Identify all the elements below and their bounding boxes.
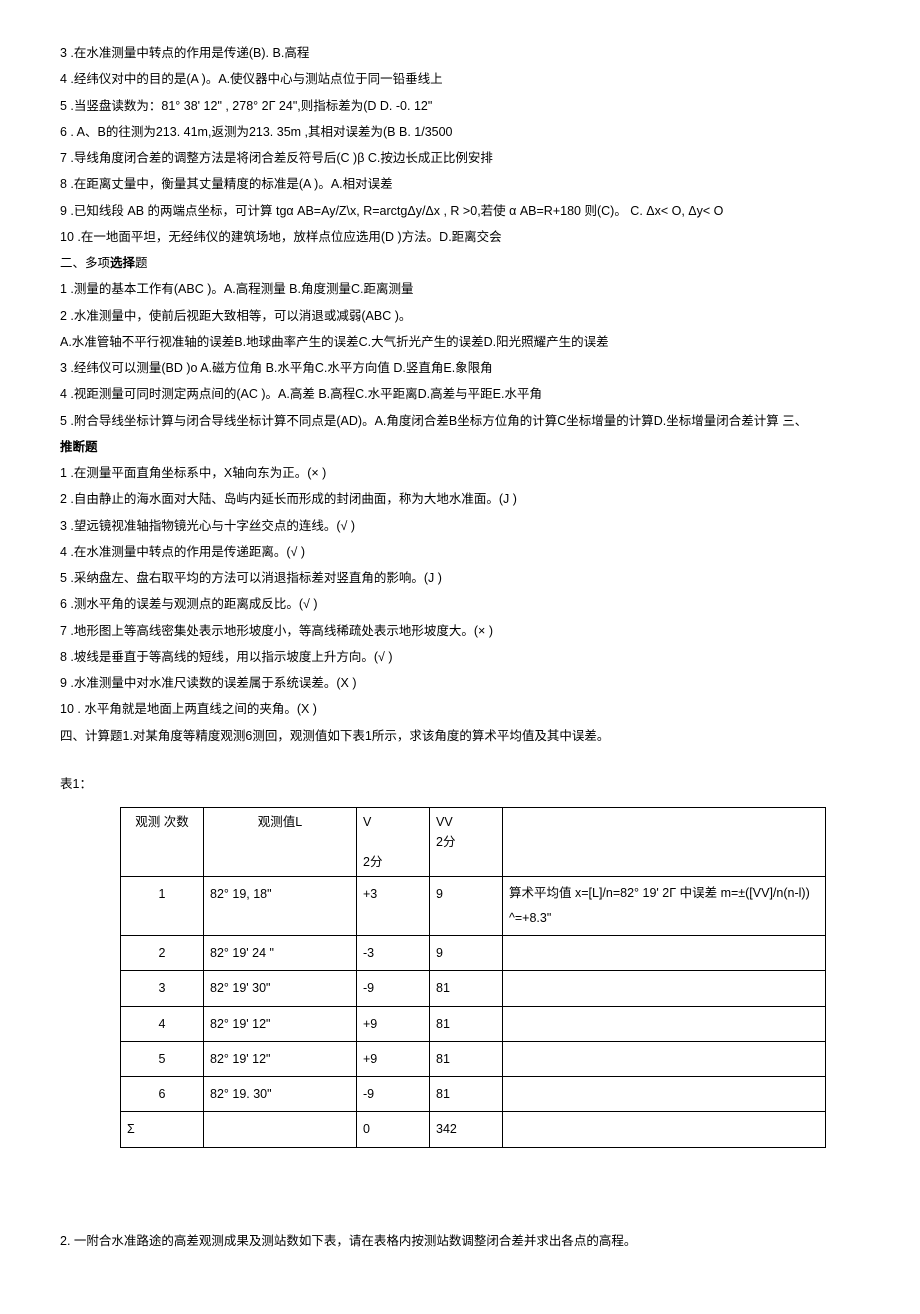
table-cell: 9 — [430, 936, 503, 971]
table-cell — [503, 971, 826, 1006]
hdr-v-top: V — [363, 815, 371, 829]
table-cell: 1 — [121, 877, 204, 936]
q6: 6 . A、B的往测为213. 41m,返测为213. 35m ,其相对误差为(… — [60, 119, 860, 145]
calc-q1: 四、计算题1.对某角度等精度观测6测回，观测值如下表1所示，求该角度的算术平均值… — [60, 723, 860, 749]
table-cell: Σ — [121, 1112, 204, 1147]
tf4: 4 .在水准测量中转点的作用是传递距离。(√ ) — [60, 539, 860, 565]
hdr-count: 观测 次数 — [121, 808, 204, 877]
tf5: 5 .采纳盘左、盘右取平均的方法可以消退指标差对竖直角的影响。(J ) — [60, 565, 860, 591]
hdr-v-bot: 2分 — [363, 855, 382, 869]
table-cell: +9 — [357, 1006, 430, 1041]
mq5: 5 .附合导线坐标计算与闭合导线坐标计算不同点是(AD)。A.角度闭合差B坐标方… — [60, 408, 860, 434]
tf6: 6 .测水平角的误差与观测点的距离成反比。(√ ) — [60, 591, 860, 617]
q4: 4 .经纬仪对中的目的是(A )。A.使仪器中心与测站点位于同一铅垂线上 — [60, 66, 860, 92]
hdr-vv-top: VV — [436, 815, 453, 829]
table-cell: 4 — [121, 1006, 204, 1041]
table-row: 682° 19. 30"-981 — [121, 1077, 826, 1112]
table-cell — [204, 1112, 357, 1147]
table-row: 382° 19' 30"-981 — [121, 971, 826, 1006]
tf2: 2 .自由静止的海水面对大陆、岛屿内延长而形成的封闭曲面，称为大地水准面。(J … — [60, 486, 860, 512]
table-row: Σ 0342 — [121, 1112, 826, 1147]
table-row: 482° 19' 12"+981 — [121, 1006, 826, 1041]
tf1: 1 .在测量平面直角坐标系中，X轴向东为正。(× ) — [60, 460, 860, 486]
table1: 观测 次数 观测值L V 2分 VV 2分 182° 19, 18"+39算术平… — [120, 807, 826, 1148]
section-3-title: 推断题 — [60, 434, 860, 460]
table-cell: -9 — [357, 971, 430, 1006]
table-cell: +9 — [357, 1041, 430, 1076]
tf8: 8 .坡线是垂直于等高线的短线，用以指示坡度上升方向。(√ ) — [60, 644, 860, 670]
table1-label: 表1： — [60, 771, 860, 797]
table-cell — [503, 1006, 826, 1041]
table-cell — [503, 936, 826, 971]
table-cell: -3 — [357, 936, 430, 971]
hdr-v: V 2分 — [357, 808, 430, 877]
hdr-vv-bot: 2分 — [436, 835, 455, 849]
table-cell: 81 — [430, 1077, 503, 1112]
table-cell: 算术平均值 x=[L]/n=82° 19' 2Γ 中误差 m=±([VV]/n(… — [503, 877, 826, 936]
table-cell — [503, 1112, 826, 1147]
q9: 9 .已知线段 AB 的两端点坐标，可计算 tgα AB=Ay/Z\x, R=a… — [60, 198, 860, 224]
table-cell: 82° 19' 30" — [204, 971, 357, 1006]
mq1: 1 .测量的基本工作有(ABC )。A.高程测量 B.角度测量C.距离测量 — [60, 276, 860, 302]
table-cell: +3 — [357, 877, 430, 936]
table-cell: 342 — [430, 1112, 503, 1147]
q7: 7 .导线角度闭合差的调整方法是将闭合差反符号后(C )β C.按边长成正比例安… — [60, 145, 860, 171]
table-cell: 81 — [430, 1006, 503, 1041]
hdr-vv: VV 2分 — [430, 808, 503, 877]
section-2-title: 二、多项选择题 — [60, 250, 860, 276]
mq2-opts: A.水准管轴不平行视准轴的误差B.地球曲率产生的误差C.大气折光产生的误差D.阳… — [60, 329, 860, 355]
tf10: 10 . 水平角就是地面上两直线之间的夹角。(X ) — [60, 696, 860, 722]
mq3: 3 .经纬仪可以测量(BD )o A.磁方位角 B.水平角C.水平方向值 D.竖… — [60, 355, 860, 381]
table-row: 182° 19, 18"+39算术平均值 x=[L]/n=82° 19' 2Γ … — [121, 877, 826, 936]
table-cell: 82° 19' 12" — [204, 1006, 357, 1041]
q8: 8 .在距离丈量中，衡量其丈量精度的标准是(A )。A.相对误差 — [60, 171, 860, 197]
table-cell: 81 — [430, 1041, 503, 1076]
table-cell: 81 — [430, 971, 503, 1006]
table-cell — [503, 1077, 826, 1112]
q5: 5 .当竖盘读数为：81° 38' 12" , 278° 2Γ 24",则指标差… — [60, 93, 860, 119]
q10: 10 .在一地面平坦，无经纬仪的建筑场地，放样点位应选用(D )方法。D.距离交… — [60, 224, 860, 250]
calc-q2: 2. 一附合水准路途的高差观测成果及测站数如下表，请在表格内按测站数调整闭合差并… — [60, 1228, 860, 1254]
table-cell: 82° 19. 30" — [204, 1077, 357, 1112]
table-cell: 82° 19' 12" — [204, 1041, 357, 1076]
hdr-result — [503, 808, 826, 877]
table-cell: -9 — [357, 1077, 430, 1112]
table-cell: 82° 19' 24 " — [204, 936, 357, 971]
table-cell: 0 — [357, 1112, 430, 1147]
tf7: 7 .地形图上等高线密集处表示地形坡度小，等高线稀疏处表示地形坡度大。(× ) — [60, 618, 860, 644]
table-cell: 3 — [121, 971, 204, 1006]
table-cell: 6 — [121, 1077, 204, 1112]
hdr-obs: 观测值L — [204, 808, 357, 877]
mq2: 2 .水准测量中，使前后视距大致相等，可以消退或减弱(ABC )。 — [60, 303, 860, 329]
table-row: 582° 19' 12"+981 — [121, 1041, 826, 1076]
q3: 3 .在水准测量中转点的作用是传递(B). B.高程 — [60, 40, 860, 66]
table-cell — [503, 1041, 826, 1076]
table-cell: 9 — [430, 877, 503, 936]
tf9: 9 .水准测量中对水准尺读数的误差属于系统误差。(X ) — [60, 670, 860, 696]
table-row: 282° 19' 24 "-39 — [121, 936, 826, 971]
table-cell: 82° 19, 18" — [204, 877, 357, 936]
table-cell: 2 — [121, 936, 204, 971]
table-cell: 5 — [121, 1041, 204, 1076]
table1-header-row: 观测 次数 观测值L V 2分 VV 2分 — [121, 808, 826, 877]
tf3: 3 .望远镜视准轴指物镜光心与十字丝交点的连线。(√ ) — [60, 513, 860, 539]
mq4: 4 .视距测量可同时测定两点间的(AC )。A.高差 B.高程C.水平距离D.高… — [60, 381, 860, 407]
